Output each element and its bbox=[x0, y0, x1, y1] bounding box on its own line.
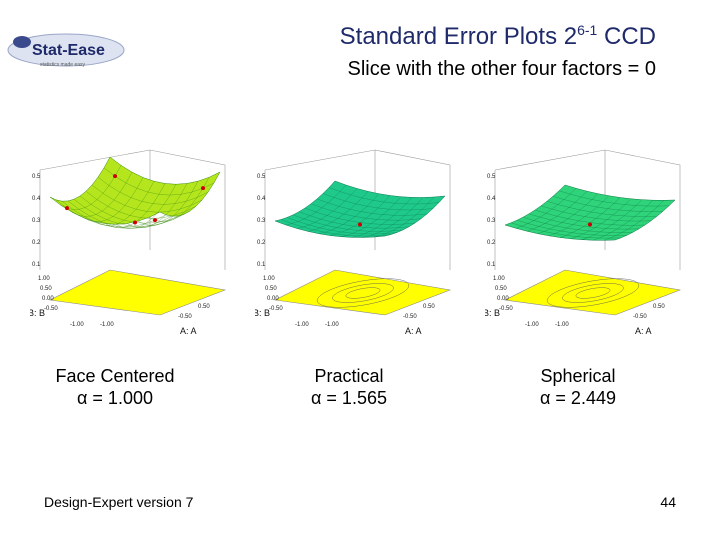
design-point bbox=[358, 222, 362, 227]
ab-tick-label: -1.00 bbox=[100, 322, 114, 328]
page-title: Standard Error Plots 26-1 CCD bbox=[339, 22, 656, 50]
design-point bbox=[588, 222, 592, 227]
z-tick-label: 0.5 bbox=[487, 174, 496, 180]
ab-tick-label: 1.00 bbox=[263, 276, 275, 282]
z-tick-label: 0.3 bbox=[487, 218, 496, 224]
z-tick-label: 0.3 bbox=[257, 218, 266, 224]
z-tick-label: 0.2 bbox=[257, 240, 266, 246]
ab-tick-label: -1.00 bbox=[325, 322, 339, 328]
ab-tick-label: -0.50 bbox=[178, 314, 192, 320]
ab-tick-label: -0.50 bbox=[403, 314, 417, 320]
software-version: Design-Expert version 7 bbox=[44, 494, 194, 510]
logo-tagline: statistics made easy bbox=[40, 62, 86, 68]
caption-design: Practical bbox=[314, 366, 384, 386]
design-point bbox=[113, 174, 117, 179]
ab-tick-label: 1.00 bbox=[38, 276, 50, 282]
response-surface bbox=[49, 156, 221, 225]
logo-text: Stat-Ease bbox=[32, 42, 105, 59]
design-point bbox=[201, 186, 205, 191]
z-tick-label: 0.5 bbox=[32, 174, 41, 180]
caption-design: Spherical bbox=[540, 366, 616, 386]
ab-tick-label: -0.50 bbox=[44, 306, 58, 312]
ab-tick-label: -1.00 bbox=[525, 322, 539, 328]
z-tick-label: 0.4 bbox=[32, 196, 41, 202]
ab-tick-label: -1.00 bbox=[555, 322, 569, 328]
z-tick-label: 0.1 bbox=[487, 262, 496, 268]
z-tick-label: 0.4 bbox=[257, 196, 266, 202]
z-tick-label: 0.1 bbox=[257, 262, 266, 268]
caption-alpha: α = 1.565 bbox=[311, 388, 387, 408]
plot-practical: 0.5 0.4 0.3 0.2 0.1 1.00 0.50 0.00 -0.50 -1.00 -1.… bbox=[253, 140, 455, 340]
ab-tick-label: -1.00 bbox=[70, 322, 84, 328]
surface-plot-face-centered: 0.5 0.4 0.3 0.2 0.1 1.00 0.50 0.00 -0.50 -1.00 -1.… bbox=[28, 149, 227, 336]
a-axis-label: A: A bbox=[635, 326, 652, 336]
caption-practical: Practical α = 1.565 bbox=[249, 365, 449, 409]
ab-tick-label: 0.00 bbox=[497, 296, 509, 302]
page-number: 44 bbox=[660, 494, 676, 510]
plot-face-centered: 0.5 0.4 0.3 0.2 0.1 1.00 0.50 0.00 -0.50 -1.00 -1.… bbox=[28, 140, 230, 340]
contour-plane bbox=[48, 269, 227, 316]
ab-tick-label: 0.00 bbox=[42, 296, 54, 302]
design-point bbox=[133, 220, 137, 225]
ab-tick-label: 0.50 bbox=[495, 286, 507, 292]
ab-tick-label: -0.50 bbox=[269, 306, 283, 312]
ab-tick-label: -1.00 bbox=[295, 322, 309, 328]
z-tick-label: 0.5 bbox=[257, 174, 266, 180]
z-tick-label: 0.1 bbox=[32, 262, 41, 268]
design-point bbox=[153, 218, 157, 223]
design-point bbox=[65, 206, 69, 211]
z-tick-label: 0.4 bbox=[487, 196, 496, 202]
plot-spherical: 0.5 0.4 0.3 0.2 0.1 1.00 0.50 0.00 -0.50 -1.00 -1.… bbox=[483, 140, 685, 340]
caption-design: Face Centered bbox=[55, 366, 175, 386]
response-surface bbox=[274, 180, 446, 238]
stat-ease-logo: Stat-Ease statistics made easy bbox=[7, 33, 125, 68]
ab-tick-label: 1.00 bbox=[493, 276, 505, 282]
a-axis-label: A: A bbox=[180, 326, 197, 336]
caption-alpha: α = 2.449 bbox=[540, 388, 616, 408]
b-axis-label: B: B bbox=[255, 308, 270, 318]
z-tick-label: 0.2 bbox=[32, 240, 41, 246]
z-tick-label: 0.2 bbox=[487, 240, 496, 246]
b-axis-label: B: B bbox=[485, 308, 500, 318]
ab-tick-label: 0.50 bbox=[40, 286, 52, 292]
caption-face-centered: Face Centered α = 1.000 bbox=[15, 365, 215, 409]
ab-tick-label: -0.50 bbox=[633, 314, 647, 320]
surface-plot-practical: 0.5 0.4 0.3 0.2 0.1 1.00 0.50 0.00 -0.50 -1.00 -1.… bbox=[253, 149, 452, 336]
a-axis-label: A: A bbox=[405, 326, 422, 336]
ab-tick-label: 0.00 bbox=[267, 296, 279, 302]
ab-tick-label: 0.50 bbox=[653, 304, 665, 310]
ab-tick-label: 0.50 bbox=[265, 286, 277, 292]
ab-tick-label: 0.50 bbox=[423, 304, 435, 310]
ab-tick-label: 0.50 bbox=[198, 304, 210, 310]
surface-plot-spherical: 0.5 0.4 0.3 0.2 0.1 1.00 0.50 0.00 -0.50 -1.00 -1.… bbox=[483, 149, 682, 336]
page-subtitle: Slice with the other four factors = 0 bbox=[347, 58, 657, 80]
caption-alpha: α = 1.000 bbox=[77, 388, 153, 408]
ab-tick-label: -0.50 bbox=[499, 306, 513, 312]
z-tick-label: 0.3 bbox=[32, 218, 41, 224]
b-axis-label: B: B bbox=[30, 308, 45, 318]
caption-spherical: Spherical α = 2.449 bbox=[478, 365, 678, 409]
